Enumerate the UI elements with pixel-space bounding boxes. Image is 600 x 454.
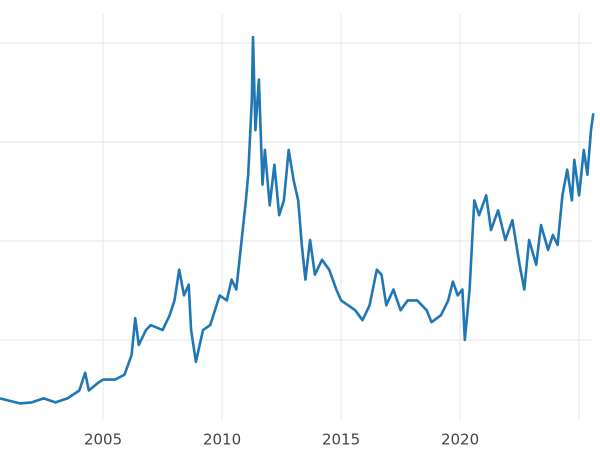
x-tick-label: 2015 (322, 431, 360, 449)
x-tick-label: 2010 (203, 431, 241, 449)
x-tick-label: 2005 (84, 431, 122, 449)
x-tick-label: 2020 (441, 431, 479, 449)
line (0, 35, 595, 405)
